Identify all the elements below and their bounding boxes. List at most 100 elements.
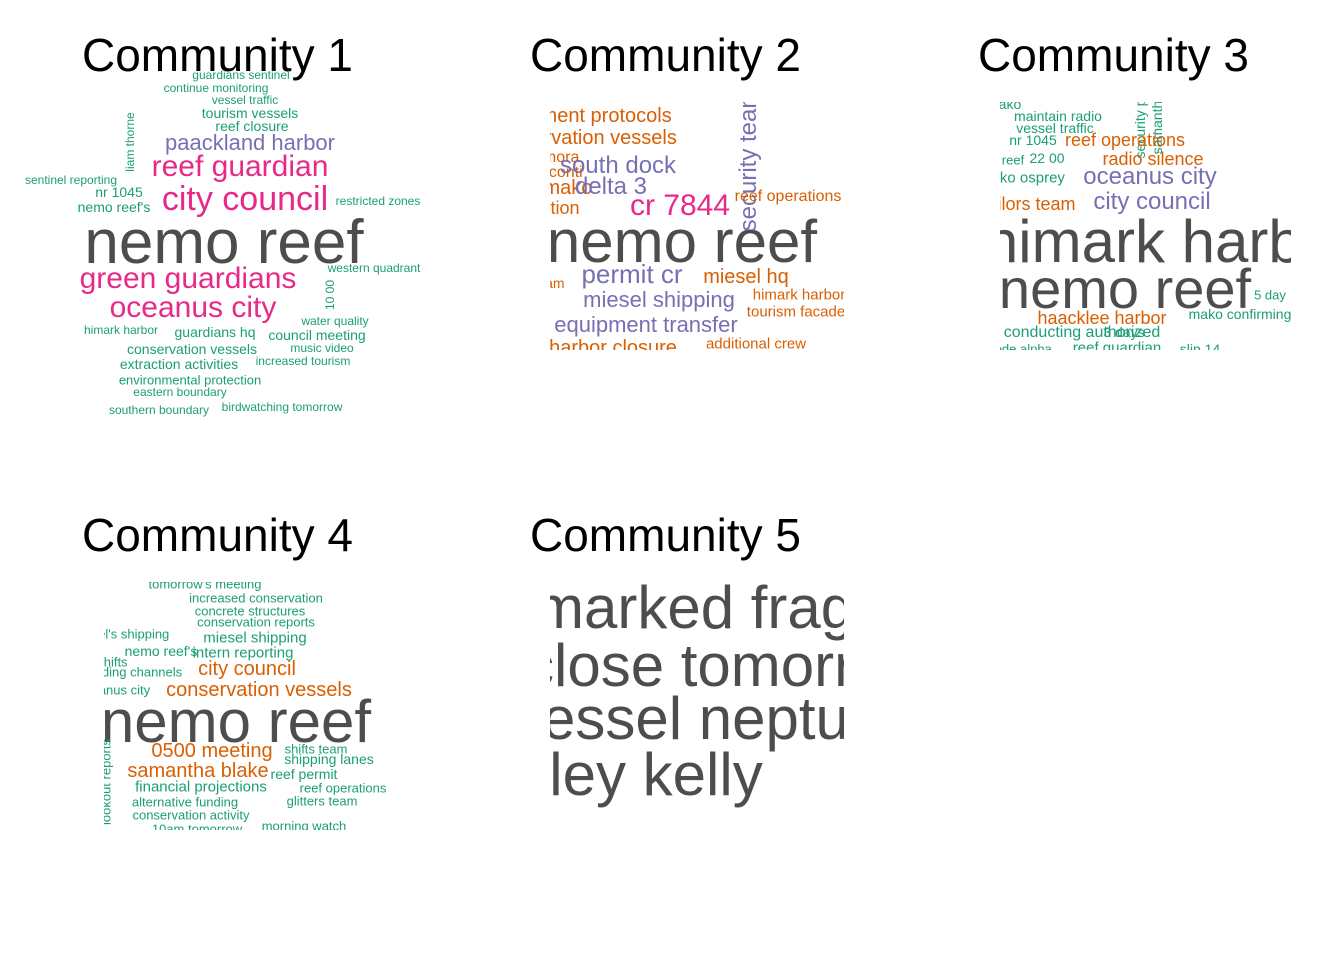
community-1-word-21: guardians hq — [174, 324, 256, 340]
community-4-word-1: nemo reef — [104, 688, 372, 755]
community-2-word-21: additional crew — [705, 335, 807, 351]
community-3-word-5: maintain radio — [1014, 108, 1102, 124]
community-3-word-23: code alpha — [1000, 341, 1052, 351]
community-1-word-30: birdwatching tomorrow — [221, 400, 343, 414]
community-2-word-18: tourism facade — [746, 303, 844, 321]
community-4-word-9: intern reporting — [192, 644, 294, 662]
community-3-word-3: remora mako — [1000, 102, 1022, 112]
community-4-wordcloud: nemo reef tomorrow's meeting increased con… — [104, 582, 396, 830]
community-1-word-18: 10 00 — [323, 279, 337, 311]
community-3-word-15: oceanus city — [1083, 163, 1217, 190]
community-3-title: Community 3 — [978, 29, 1249, 81]
community-2-word-16: miesel shipping — [583, 287, 735, 312]
community-1-word-22: council meeting — [268, 327, 366, 343]
community-3-word-24: reef guardian — [1072, 339, 1162, 351]
community-4-panel: Community 4 nemo reef tomorrow's meeting i… — [0, 480, 448, 960]
community-3-word-21: conducting authorized — [1003, 324, 1161, 341]
community-5-word-3: vessel neptune's — [550, 685, 844, 752]
community-1-word-14: nr 1045 — [95, 184, 143, 200]
community-4-word-13: oceanus city — [104, 682, 151, 698]
community-3-word-18: 5 day — [1254, 287, 1286, 303]
community-3-word-10: reef operations — [1064, 130, 1186, 150]
community-3-word-17: city council — [1093, 188, 1211, 215]
community-2-word-1: nemo reef — [550, 208, 818, 275]
community-3-word-19: haacklee harbor — [1037, 308, 1167, 328]
community-1-word-15: nemo reef's — [77, 199, 151, 215]
community-2-word-6: data conti — [550, 164, 583, 181]
community-3-word-25: slip 14 — [1179, 341, 1221, 350]
community-4-word-17: lookout reports — [104, 739, 114, 825]
community-2-word-2: cr 7844 — [629, 189, 731, 222]
community-1-wordcloud: nemo reef city council reef guardian green … — [0, 62, 448, 442]
community-3-word-13: radio silence — [1102, 149, 1204, 169]
community-1-title: Community 1 — [82, 29, 353, 81]
community-1-word-11: reef closure — [215, 118, 289, 134]
community-1-word-13: sentinel reporting — [24, 173, 118, 187]
community-2-word-7: pass mako — [550, 177, 593, 199]
community-1-word-1: nemo reef — [84, 208, 364, 277]
community-2-word-20: harbor closure — [550, 337, 677, 350]
community-1-word-29: southern boundary — [108, 403, 210, 417]
community-5-title: Community 5 — [530, 509, 801, 561]
community-4-word-16: shifts team — [284, 741, 348, 757]
community-4-word-7: miesel shipping — [203, 629, 307, 647]
community-4-word-25: conservation activity — [132, 807, 250, 823]
community-4-word-11: funding channels — [104, 664, 183, 680]
community-1-panel: Community 1 nemo reef city council reef gu… — [0, 0, 448, 480]
community-1-word-26: increased tourism — [255, 354, 351, 368]
community-1-word-19: water quality — [301, 314, 369, 328]
community-1-word-27: environmental protection — [118, 372, 262, 388]
community-2-word-11: security team — [735, 102, 762, 232]
community-4-word-3: increased conservation — [189, 590, 323, 606]
community-3-word-2: nemo reef — [1000, 257, 1252, 320]
community-4-word-23: alternative funding — [131, 794, 239, 810]
community-5-word-4: riley kelly — [550, 741, 763, 808]
community-1-word-12: liam thorne — [123, 112, 137, 172]
community-5-panel: Community 5 marked fragileclose tomorrow… — [448, 480, 896, 960]
community-1-word-20: himark harbor — [83, 323, 159, 337]
community-5-wordcloud: marked fragileclose tomorrowvessel neptu… — [550, 582, 844, 830]
community-5-word-1: marked fragile — [550, 582, 844, 641]
community-1-word-25: extraction activities — [119, 356, 239, 372]
community-2-title: Community 2 — [530, 29, 801, 81]
community-2-word-12: reef operations — [734, 188, 842, 205]
community-4-word-4: concrete structures — [194, 603, 306, 619]
community-3-panel: Community 3 himark harbornemo reef remora… — [896, 0, 1344, 480]
community-3-word-9: nr 1045 — [1009, 132, 1057, 148]
community-1-word-23: conservation vessels — [127, 341, 257, 357]
community-4-word-15: 0500 meeting — [151, 740, 273, 762]
community-1-word-2: city council — [161, 180, 329, 218]
community-2-word-5: remora — [550, 149, 580, 166]
community-2-word-10: delta 3 — [574, 173, 648, 200]
community-2-word-14: permit cr — [581, 259, 683, 289]
community-3-word-14: mako osprey — [1000, 169, 1065, 187]
community-1-word-3: reef guardian — [151, 150, 329, 183]
community-4-word-27: morning watch — [261, 818, 347, 831]
community-1-word-24: music video — [290, 341, 354, 355]
community-2-word-17: himark harbor — [752, 286, 844, 304]
community-2-word-15: miesel hq — [703, 266, 789, 288]
community-5-word-2: close tomorrow — [550, 632, 844, 699]
community-4-word-20: reef permit — [270, 766, 338, 782]
community-1-word-10: tourism vessels — [201, 105, 299, 121]
community-2-word-3: payment protocols — [550, 105, 672, 127]
community-3-word-20: mako confirming — [1188, 306, 1291, 322]
community-1-word-9: vessel traffic — [211, 93, 279, 107]
community-4-word-8: nemo reef's — [124, 643, 198, 659]
community-2-word-19: equipment transfer — [554, 312, 738, 337]
community-1-word-8: continue monitoring — [163, 81, 269, 95]
community-2-word-9: south dock — [559, 152, 677, 179]
community-3-word-6: vessel traffic — [1016, 120, 1094, 136]
community-4-word-5: conservation reports — [197, 614, 315, 630]
community-4-word-24: glitters team — [286, 793, 358, 809]
community-1-word-7: guardians sentinel — [192, 68, 290, 82]
community-1-word-17: western quadrant — [327, 261, 421, 275]
community-2-word-8: encryption — [550, 198, 580, 218]
community-1-word-5: oceanus city — [109, 291, 277, 324]
community-4-word-19: samantha blake — [127, 760, 269, 782]
community-4-word-18: shipping lanes — [284, 751, 374, 767]
community-1-word-28: eastern boundary — [133, 385, 227, 399]
community-4-title: Community 4 — [82, 509, 353, 561]
community-3-wordcloud: himark harbornemo reefremora makobay tou… — [1000, 102, 1291, 350]
